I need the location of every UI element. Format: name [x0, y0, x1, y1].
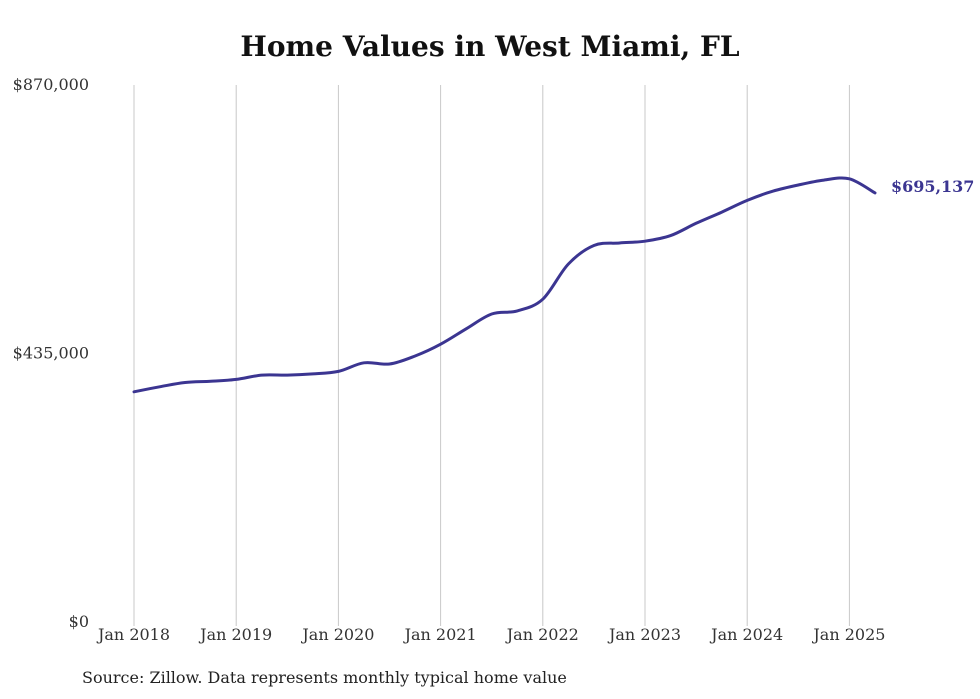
x-tick-label: Jan 2024: [709, 625, 783, 644]
gridlines: [133, 85, 850, 626]
x-tick-label: Jan 2021: [403, 625, 477, 644]
source-note: Source: Zillow. Data represents monthly …: [82, 668, 567, 687]
x-tick-label: Jan 2018: [96, 625, 170, 644]
x-tick-label: Jan 2023: [607, 625, 681, 644]
y-tick-label: $870,000: [13, 75, 89, 94]
y-tick-label: $435,000: [13, 344, 89, 363]
x-axis: Jan 2018 Jan 2019 Jan 2020 Jan 2021 Jan 2022…: [96, 625, 885, 644]
x-tick-label: Jan 2020: [300, 625, 374, 644]
end-value-label: $695,137: [891, 177, 975, 196]
y-tick-label: $0: [69, 612, 89, 631]
y-axis: $0 $435,000 $870,000: [13, 75, 89, 631]
x-tick-label: Jan 2025: [811, 625, 885, 644]
x-tick-label: Jan 2019: [198, 625, 272, 644]
series-line: [132, 176, 877, 394]
x-tick-label: Jan 2022: [505, 625, 579, 644]
chart-title: Home Values in West Miami, FL: [240, 30, 740, 63]
